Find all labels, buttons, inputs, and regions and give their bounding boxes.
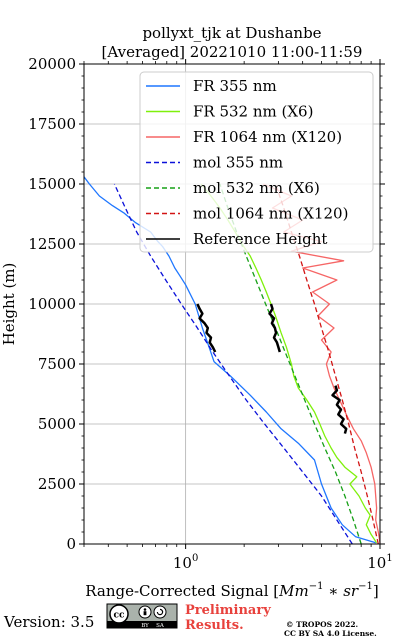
x-axis-label-unit-exp: −1: [309, 581, 324, 592]
reference-segment: [268, 303, 281, 353]
footer: Version: 3.5 cc BY SA Preliminary Result…: [3, 603, 377, 638]
cc-icon: [109, 604, 129, 624]
y-tick-label: 15000: [28, 175, 76, 193]
cc-license-badge: cc BY SA: [106, 603, 178, 629]
y-tick-label: 2500: [38, 475, 76, 493]
x-tick-label: 100: [173, 553, 198, 572]
reference-segment: [196, 303, 217, 353]
y-tick-label: 7500: [38, 355, 76, 373]
chart-subtitle: [Averaged] 20221010 11:00-11:59: [102, 43, 363, 61]
y-tick-label: 0: [66, 535, 76, 553]
x-axis-label: Range-Corrected Signal [Mm−1 ∗ sr−1]: [85, 581, 378, 600]
cc-sa-text: SA: [156, 623, 165, 629]
x-axis-label-unit2-exp: −1: [358, 581, 373, 592]
chart-title: pollyxt_tjk at Dushanbe: [142, 24, 321, 42]
reference-lines: [196, 303, 348, 434]
series-line-mol-355-nm: [113, 183, 353, 545]
y-tick-label: 17500: [28, 115, 76, 133]
x-axis-label-times: ∗: [324, 582, 344, 600]
axis-ticks: 0 2500 5000 7500 10000 12500 15000 17500 20000 10…: [28, 55, 392, 572]
reference-segment: [331, 385, 348, 434]
legend-label-mol-1064-nm-x120: mol 1064 nm (X120): [193, 205, 348, 223]
series-line-mol-1064-nm-x120: [274, 183, 379, 545]
preliminary-line-2: Results.: [185, 618, 244, 633]
copyright-line-2: CC BY SA 4.0 License.: [284, 629, 377, 638]
x-tick-label: 101: [367, 553, 392, 572]
y-axis-label: Height (m): [0, 263, 18, 346]
legend-label-mol-532-nm-x6: mol 532 nm (X6): [193, 179, 320, 197]
preliminary-line-1: Preliminary: [185, 603, 271, 618]
legend-label-reference-height: Reference Height: [193, 230, 327, 248]
x-axis-label-unit2: sr: [343, 582, 359, 600]
svg-text:cc: cc: [114, 611, 125, 621]
x-axis-label-unit: Mm: [278, 582, 309, 600]
legend-label-fr-532-nm-x6: FR 532 nm (X6): [193, 103, 313, 121]
y-tick-label: 12500: [28, 235, 76, 253]
legend: FR 355 nm FR 532 nm (X6) FR 1064 nm (X120)…: [139, 71, 374, 253]
cc-by-text: BY: [141, 623, 149, 629]
legend-label-fr-355-nm: FR 355 nm: [193, 77, 277, 95]
legend-label-mol-355-nm: mol 355 nm: [193, 154, 283, 172]
version-label: Version: 3.5: [3, 613, 94, 631]
legend-box: [139, 71, 374, 253]
x-axis-label-close: ]: [373, 582, 379, 600]
y-tick-label: 20000: [28, 55, 76, 73]
sa-icon: [153, 605, 167, 619]
y-tick-label: 10000: [28, 295, 76, 313]
copyright-line-1: © TROPOS 2022.: [286, 620, 358, 629]
legend-label-fr-1064-nm-x120: FR 1064 nm (X120): [193, 128, 342, 146]
x-axis-label-text: Range-Corrected Signal [: [85, 582, 279, 600]
y-tick-label: 5000: [38, 415, 76, 433]
